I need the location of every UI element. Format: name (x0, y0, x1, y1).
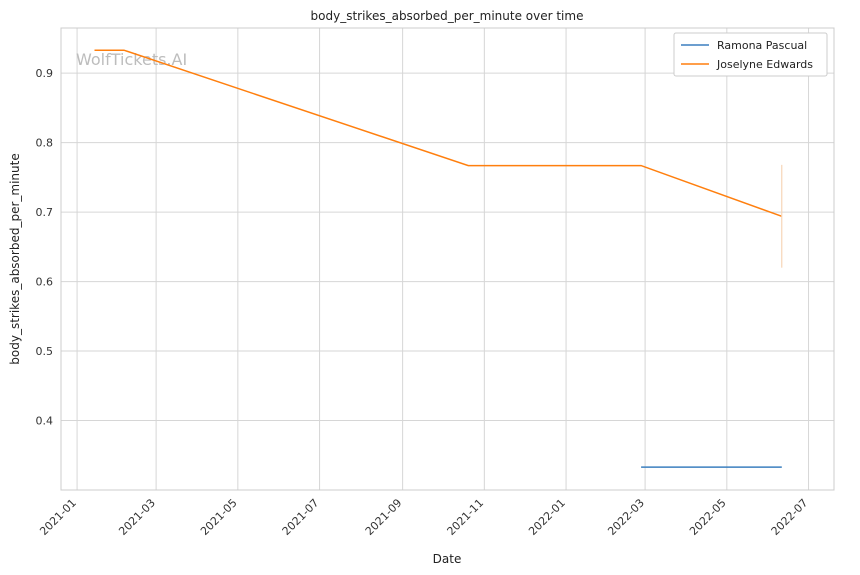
series-line-2 (94, 49, 783, 218)
y-tick-label: 0.5 (36, 345, 54, 358)
y-tick-label: 0.4 (36, 415, 54, 428)
x-tick-label: 2022-03 (605, 496, 647, 538)
grid (61, 28, 834, 490)
x-axis: 2021-01 2021-03 2021-05 2021-07 2021-09 2021-… (37, 496, 810, 538)
legend-label: Joselyne Edwards (716, 58, 813, 71)
watermark: WolfTickets.AI (76, 50, 187, 69)
x-tick-label: 2021-01 (37, 496, 79, 538)
x-axis-label: Date (433, 552, 462, 566)
y-tick-label: 0.8 (36, 137, 54, 150)
chart-title: body_strikes_absorbed_per_minute over ti… (311, 9, 584, 23)
series-group (94, 49, 783, 468)
plot-area-frame (60, 27, 835, 491)
y-tick-label: 0.7 (36, 206, 54, 219)
y-axis: 0.4 0.5 0.6 0.7 0.8 0.9 (36, 67, 54, 427)
x-tick-label: 2021-09 (363, 496, 405, 538)
x-tick-label: 2022-07 (769, 496, 811, 538)
y-tick-label: 0.9 (36, 67, 54, 80)
y-tick-label: 0.6 (36, 276, 54, 289)
legend-box (673, 32, 828, 77)
x-tick-label: 2022-05 (687, 496, 729, 538)
x-tick-label: 2021-07 (280, 496, 322, 538)
y-axis-label: body_strikes_absorbed_per_minute (8, 153, 22, 364)
x-tick-label: 2022-01 (526, 496, 568, 538)
legend-label: Ramona Pascual (717, 39, 807, 52)
x-tick-label: 2021-03 (116, 496, 158, 538)
x-tick-label: 2021-05 (198, 496, 240, 538)
x-tick-label: 2021-11 (445, 496, 487, 538)
legend: Ramona Pascual Joselyne Edwards (673, 32, 828, 77)
